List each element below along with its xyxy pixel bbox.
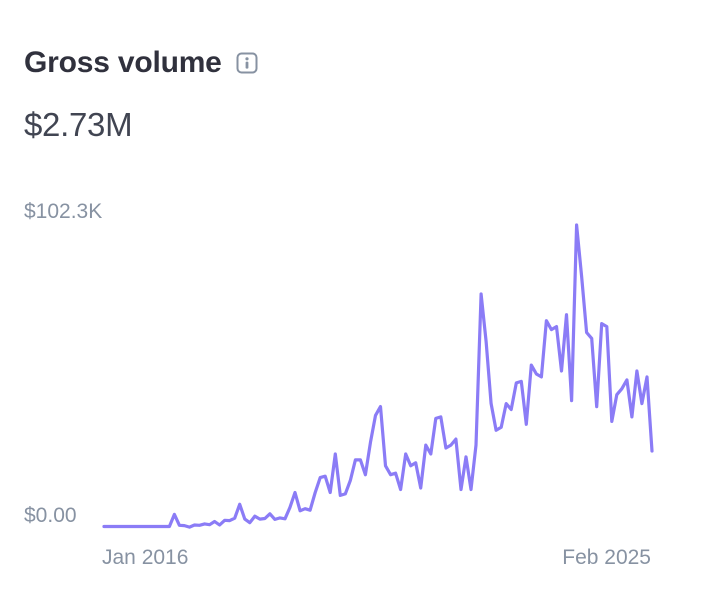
y-tick-label-min: $0.00 <box>24 504 77 527</box>
gross-volume-total: $2.73M <box>24 106 133 143</box>
info-icon-glyph <box>236 52 258 74</box>
series-line <box>102 223 654 529</box>
y-tick-label-max: $102.3K <box>24 200 102 223</box>
x-tick-label-end: Feb 2025 <box>562 546 651 569</box>
info-icon[interactable] <box>236 52 258 74</box>
x-tick-label-start: Jan 2016 <box>102 546 188 569</box>
card-header: Gross volume <box>24 46 258 80</box>
card-title: Gross volume <box>24 46 222 79</box>
